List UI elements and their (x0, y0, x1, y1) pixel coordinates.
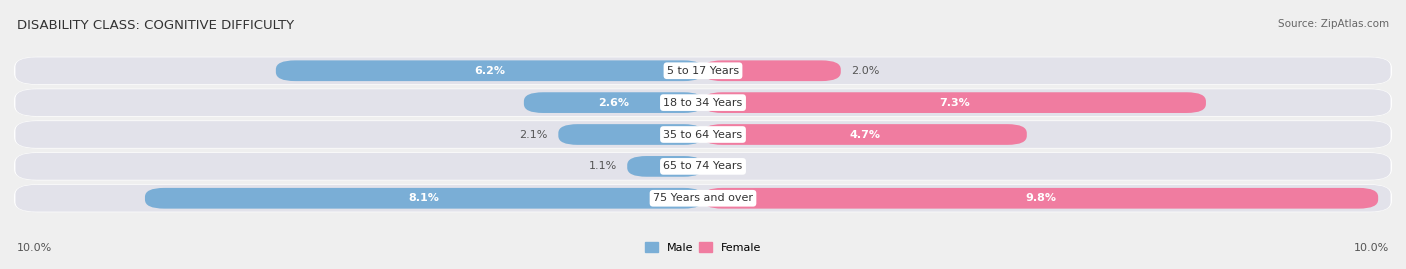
Text: 4.7%: 4.7% (849, 129, 880, 140)
Text: 6.2%: 6.2% (474, 66, 505, 76)
Text: 1.1%: 1.1% (589, 161, 617, 171)
FancyBboxPatch shape (14, 121, 1392, 148)
FancyBboxPatch shape (145, 188, 703, 209)
FancyBboxPatch shape (703, 60, 841, 81)
FancyBboxPatch shape (558, 124, 703, 145)
Text: 10.0%: 10.0% (17, 243, 52, 253)
FancyBboxPatch shape (15, 153, 1391, 180)
Text: 0.0%: 0.0% (713, 161, 741, 171)
Text: 7.3%: 7.3% (939, 98, 970, 108)
Text: 10.0%: 10.0% (1354, 243, 1389, 253)
FancyBboxPatch shape (15, 185, 1391, 212)
FancyBboxPatch shape (14, 57, 1392, 85)
Text: 8.1%: 8.1% (409, 193, 440, 203)
FancyBboxPatch shape (14, 89, 1392, 117)
Text: 2.0%: 2.0% (851, 66, 880, 76)
FancyBboxPatch shape (14, 184, 1392, 212)
Text: 18 to 34 Years: 18 to 34 Years (664, 98, 742, 108)
FancyBboxPatch shape (15, 57, 1391, 84)
Legend: Male, Female: Male, Female (644, 242, 762, 253)
FancyBboxPatch shape (703, 188, 1378, 209)
Text: 2.6%: 2.6% (598, 98, 628, 108)
Text: Source: ZipAtlas.com: Source: ZipAtlas.com (1278, 19, 1389, 29)
Text: 5 to 17 Years: 5 to 17 Years (666, 66, 740, 76)
FancyBboxPatch shape (276, 60, 703, 81)
Text: 9.8%: 9.8% (1025, 193, 1056, 203)
Text: 35 to 64 Years: 35 to 64 Years (664, 129, 742, 140)
Text: 75 Years and over: 75 Years and over (652, 193, 754, 203)
Text: 65 to 74 Years: 65 to 74 Years (664, 161, 742, 171)
Text: DISABILITY CLASS: COGNITIVE DIFFICULTY: DISABILITY CLASS: COGNITIVE DIFFICULTY (17, 19, 294, 32)
FancyBboxPatch shape (14, 152, 1392, 180)
FancyBboxPatch shape (524, 92, 703, 113)
FancyBboxPatch shape (703, 124, 1026, 145)
FancyBboxPatch shape (15, 121, 1391, 148)
FancyBboxPatch shape (627, 156, 703, 177)
FancyBboxPatch shape (15, 89, 1391, 116)
FancyBboxPatch shape (703, 92, 1206, 113)
Text: 2.1%: 2.1% (520, 129, 548, 140)
